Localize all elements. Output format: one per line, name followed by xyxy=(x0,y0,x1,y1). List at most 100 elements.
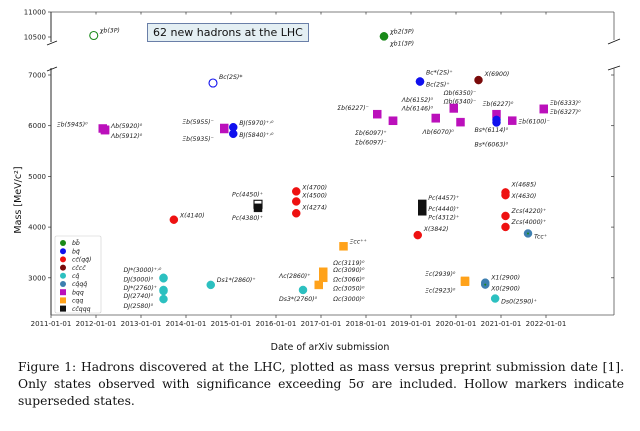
point-label: Ωc(3066)⁰ xyxy=(332,276,365,283)
point-label: DJ*(3000)⁺˒⁰ xyxy=(124,267,162,274)
point-label: Ds1*(2860)⁺ xyxy=(217,277,256,284)
legend-label: bqq xyxy=(72,289,84,296)
point-label: Ωc(3090)⁰ xyxy=(332,267,365,274)
point-bq xyxy=(492,118,501,127)
y-tick-label-top-panel: 10500 xyxy=(24,34,46,42)
legend-swatch-bb xyxy=(60,240,66,246)
point-cccc xyxy=(474,75,483,85)
point-label: Bc(2S)* xyxy=(219,74,242,81)
legend-label: cqq xyxy=(72,298,83,305)
point-label: Pc(4440)⁺ xyxy=(428,206,459,213)
point-bq xyxy=(229,129,238,139)
x-tick-label: 2014-01-01 xyxy=(166,320,207,328)
x-tick-label: 2013-01-01 xyxy=(121,320,162,328)
point-bqq xyxy=(508,116,517,125)
point-label: Bc(2S)⁺ xyxy=(426,82,450,89)
legend-label: cq̄ xyxy=(72,272,80,280)
x-tick-label: 2011-01-01 xyxy=(31,320,72,328)
point-label: Σb(6097)⁺ xyxy=(355,130,387,137)
y-tick-label: 6000 xyxy=(28,122,46,130)
point-label: Ξc(2939)⁰ xyxy=(425,271,456,278)
point-ccqq xyxy=(501,190,510,200)
legend-label: cq̄qq̄ xyxy=(72,280,88,288)
axis-break-mark xyxy=(46,40,58,46)
point-label: DJ*(2760)⁺ xyxy=(124,285,158,292)
point-ccqq xyxy=(501,222,510,232)
point-label: Ωb(6340)⁻ xyxy=(443,98,477,105)
x-tick-label: 2016-01-01 xyxy=(256,320,297,328)
point-label: Ds0(2590)⁺ xyxy=(501,299,537,306)
x-tick-label: 2018-01-01 xyxy=(346,320,387,328)
point-label: Σb(6097)⁻ xyxy=(355,140,387,147)
point-cq xyxy=(159,286,168,296)
point-label: Ωc(3000)⁰ xyxy=(332,296,365,303)
point-bqq xyxy=(456,117,465,127)
x-tick-label: 2020-01-01 xyxy=(436,320,477,328)
point-label: X(4140) xyxy=(179,213,205,220)
point-label: X(4274) xyxy=(301,204,327,211)
data-points xyxy=(89,30,548,304)
point-label: X1(2900) xyxy=(490,275,520,282)
point-label: Ξc(2923)⁰ xyxy=(425,288,456,295)
legend-swatch-cqqq xyxy=(60,281,66,287)
point-ccqq xyxy=(292,209,301,218)
y-axis-label: Mass [MeV/c²] xyxy=(13,166,24,233)
x-tick-label: 2019-01-01 xyxy=(391,320,432,328)
point-cqq xyxy=(314,280,323,290)
figure-caption: Figure 1: Hadrons discovered at the LHC,… xyxy=(18,360,624,408)
point-labels: χb(3P) χb2(3P) χb1(3P) Ξb(5945)⁰ Λb(5920)⁰ Λb… xyxy=(57,28,581,311)
point-bb xyxy=(89,30,99,41)
point-label: Ξcc⁺⁺ xyxy=(350,238,367,245)
point-label: Ds3*(2760)⁰ xyxy=(279,296,318,303)
y-tick-label: 5000 xyxy=(28,173,46,181)
point-label: X(4500) xyxy=(301,192,327,199)
point-ccqq xyxy=(169,215,179,224)
point-label: BJ(5840)⁺˒⁰ xyxy=(239,132,274,139)
point-label: DJ(2740)⁰ xyxy=(124,293,154,300)
point-ccqq xyxy=(501,211,510,221)
point-label: Ξb(6333)⁰ xyxy=(550,100,581,107)
point-label: Ωc(3050)⁰ xyxy=(332,285,365,292)
point-label: Ξb(5955)⁻ xyxy=(182,119,214,126)
point-label: X(6900) xyxy=(484,71,510,78)
point-bqq xyxy=(220,124,229,134)
point-label: X(4630) xyxy=(511,193,537,200)
legend-label: cc̄qqq xyxy=(72,305,91,313)
y-tick-label: 4000 xyxy=(28,224,46,232)
legend-label: bb̄ xyxy=(72,238,80,247)
point-cq xyxy=(490,294,500,303)
point-bqq xyxy=(373,109,382,119)
x-tick-label: 2022-01-01 xyxy=(526,320,567,328)
point-bqq xyxy=(539,104,548,114)
point-label: Ξb(6227)⁰ xyxy=(483,101,514,108)
legend-label: cc̄(qq̄) xyxy=(72,256,92,264)
point-label: Bs*(6114)⁰ xyxy=(475,127,509,134)
point-ccqq xyxy=(292,187,301,196)
legend: bb̄bq̄cc̄(qq̄)cc̄cc̄cq̄cq̄qq̄bqq cqqcc̄qq… xyxy=(54,235,102,314)
point-label: X(4700) xyxy=(301,184,327,191)
point-ccqq xyxy=(413,230,422,240)
x-tick-label: 2012-01-01 xyxy=(76,320,117,328)
point-label: Ξb(6100)⁻ xyxy=(518,119,550,126)
x-axis-label: Date of arXiv submission xyxy=(271,342,390,353)
point-label: Λb(6146)⁰ xyxy=(401,105,434,112)
point-label: χb(3P) xyxy=(99,28,120,35)
axis-break-mark xyxy=(46,66,58,72)
point-label: χb1(3P) xyxy=(389,40,414,47)
point-dot xyxy=(484,283,487,286)
point-dot xyxy=(527,232,529,235)
chart-banner: 62 new hadrons at the LHC xyxy=(147,23,309,42)
point-label: Pc(4457)⁺ xyxy=(428,195,459,202)
point-label: Λb(6070)⁰ xyxy=(422,129,455,136)
point-label: X0(2900) xyxy=(490,286,520,293)
point-cqq xyxy=(339,242,348,251)
point-bb xyxy=(379,32,389,41)
point-bqq xyxy=(388,116,398,125)
point-label: Λb(5920)⁰ xyxy=(110,123,143,130)
point-bqq xyxy=(449,104,458,113)
point-bqq xyxy=(100,125,110,135)
legend-swatch-cq xyxy=(60,272,66,279)
point-label: X(4685) xyxy=(511,181,537,188)
legend-box xyxy=(54,235,102,314)
point-label: DJ(3000)⁰ xyxy=(124,276,154,283)
